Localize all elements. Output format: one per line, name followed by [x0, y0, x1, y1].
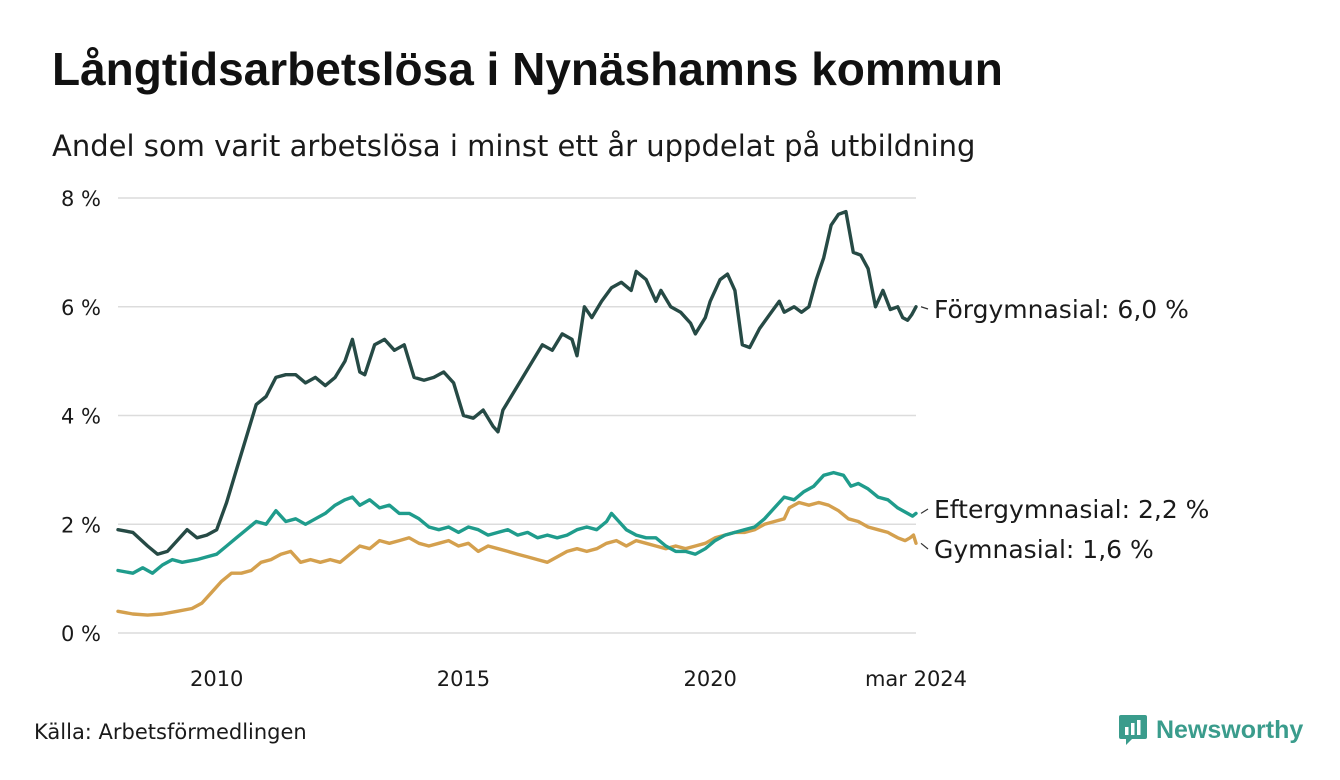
- chart-subtitle: Andel som varit arbetslösa i minst ett å…: [52, 129, 976, 163]
- y-tick-label: 4 %: [61, 405, 101, 429]
- x-tick-label: 2020: [683, 667, 736, 691]
- y-tick-label: 0 %: [61, 622, 101, 646]
- y-tick-label: 6 %: [61, 296, 101, 320]
- source-note: Källa: Arbetsförmedlingen: [34, 720, 307, 744]
- line-chart: 0 % 2 % 4 % 6 % 8 % 2010 2015 2020 mar 2024 Förgy…: [61, 187, 1209, 691]
- series-line-eftergymnasial: [116, 470, 918, 575]
- leader-line: [920, 542, 929, 550]
- x-tick-label: 2015: [437, 667, 490, 691]
- chart-title: Långtidsarbetslösa i Nynäshamns kommun: [52, 43, 1003, 95]
- leader-line: [920, 508, 929, 514]
- x-tick-label: 2010: [190, 667, 243, 691]
- series-end-label: Eftergymnasial: 2,2 %: [934, 495, 1209, 524]
- brand-logo: Newsworthy: [1118, 712, 1303, 748]
- x-tick-label: mar 2024: [865, 667, 967, 691]
- series-line-gymnasial: [116, 500, 918, 617]
- series-end-label: Förgymnasial: 6,0 %: [934, 295, 1189, 324]
- y-tick-label: 8 %: [61, 187, 101, 211]
- leader-line: [920, 306, 929, 310]
- series-end-label: Gymnasial: 1,6 %: [934, 535, 1154, 564]
- brand-name: Newsworthy: [1156, 715, 1304, 744]
- newsworthy-logo-icon: [1119, 715, 1147, 745]
- series-line-förgymnasial: [116, 209, 918, 556]
- y-tick-label: 2 %: [61, 513, 101, 537]
